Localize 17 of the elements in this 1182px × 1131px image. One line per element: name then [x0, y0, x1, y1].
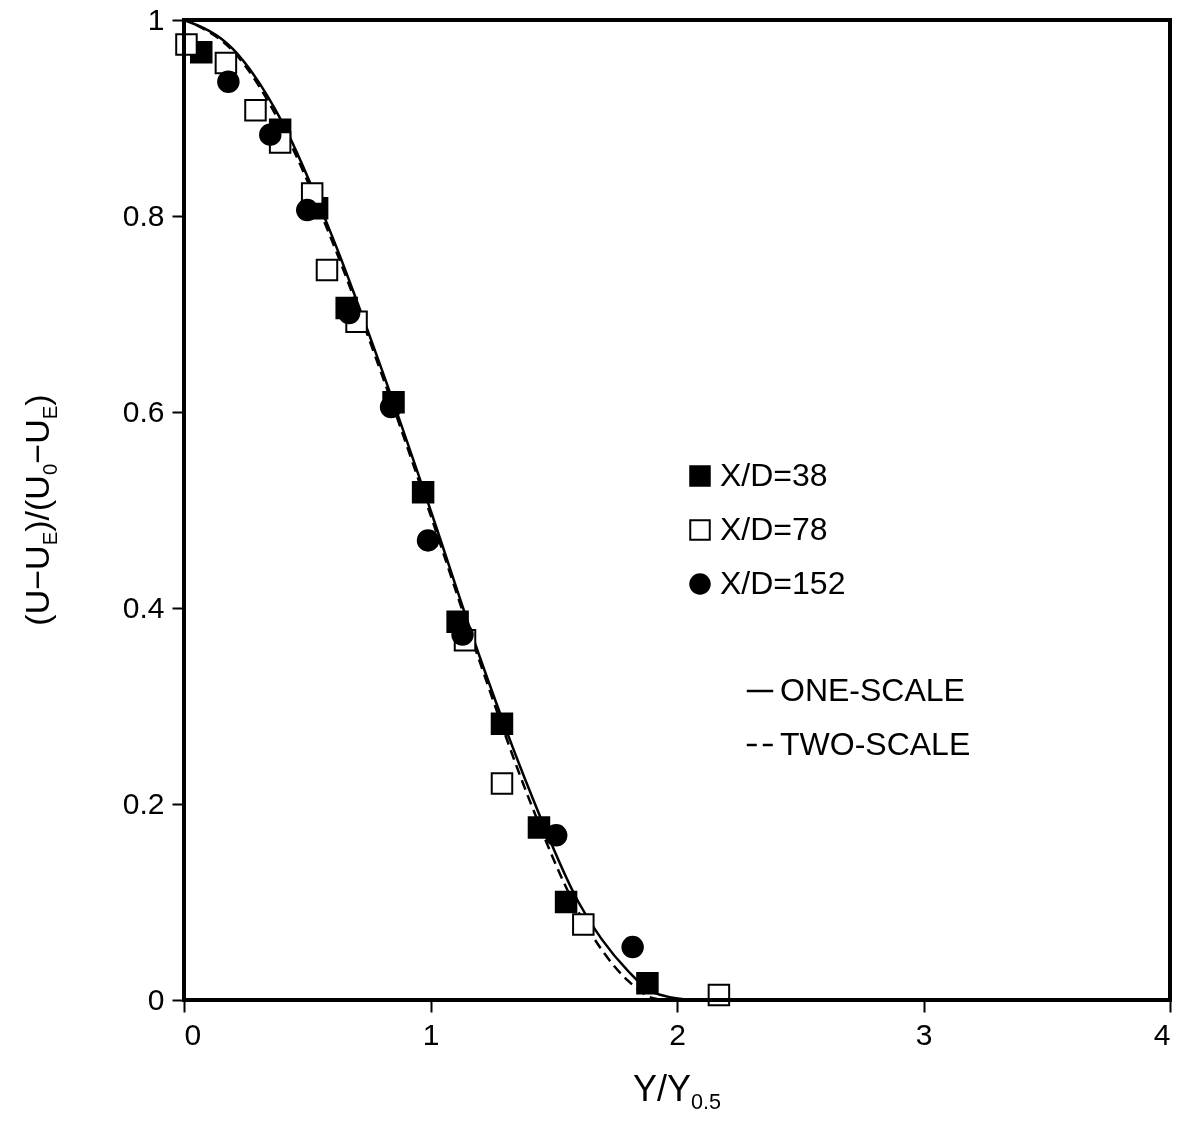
x-tick-label: 3 — [915, 1017, 933, 1051]
x-tick-label: 4 — [1153, 1017, 1171, 1051]
legend-label: ONE-SCALE — [780, 672, 965, 708]
x-axis-title: Y/Y$_{0.5}$ — [631, 1068, 723, 1116]
y-tick-label: 0.8 — [122, 198, 165, 232]
y-tick-label: 0.2 — [122, 786, 165, 820]
y-tick-label: 0.4 — [122, 590, 165, 624]
y-tick-label: 1 — [147, 2, 165, 36]
legend-label: X/D=38 — [720, 457, 828, 493]
y-tick-label: 0.6 — [122, 394, 165, 428]
legend-label: TWO-SCALE — [780, 726, 971, 762]
legend-label: X/D=152 — [720, 565, 846, 601]
y-tick-label: 0 — [147, 982, 165, 1016]
legend-label: X/D=78 — [720, 511, 828, 547]
x-tick-label: 1 — [422, 1017, 440, 1051]
x-tick-label: 0 — [184, 1017, 202, 1051]
x-tick-label: 2 — [669, 1017, 686, 1051]
